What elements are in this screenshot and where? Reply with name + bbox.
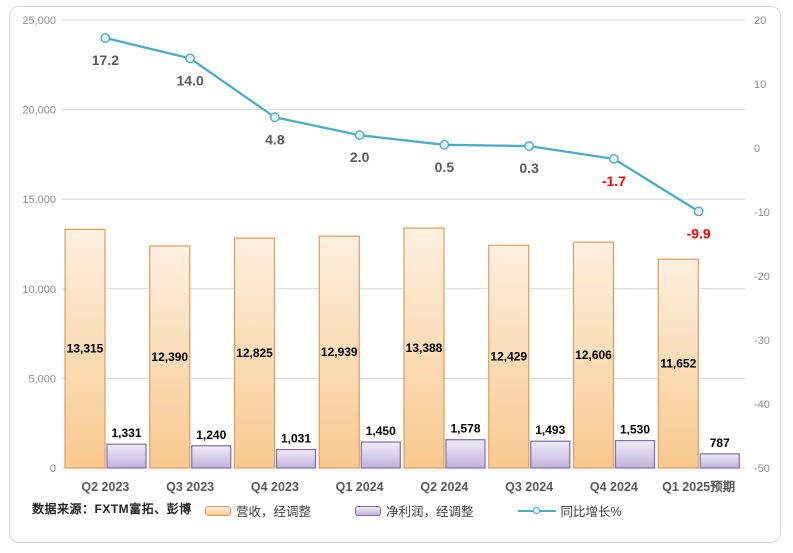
left-axis-tick: 0 bbox=[50, 463, 56, 475]
profit-bar bbox=[699, 453, 740, 469]
legend-item-profit: 净利润，经调整 bbox=[355, 501, 474, 520]
growth-swatch-marker bbox=[532, 507, 540, 514]
revenue-bar bbox=[572, 241, 615, 469]
revenue-bar bbox=[233, 237, 276, 469]
profit-bar-label: 1,493 bbox=[535, 423, 565, 437]
legend-label-growth: 同比增长% bbox=[560, 505, 622, 519]
data-source-note: 数据来源：FXTM富拓、彭博 bbox=[32, 502, 192, 516]
growth-line-marker bbox=[524, 141, 535, 151]
right-axis-tick: -10 bbox=[754, 207, 770, 219]
x-axis-label: Q4 2023 bbox=[251, 480, 299, 494]
x-axis-label: Q2 2023 bbox=[81, 480, 129, 494]
chart-legend: 营收，经调整 净利润，经调整 同比增长% bbox=[205, 501, 622, 520]
growth-line-marker bbox=[439, 139, 450, 150]
revenue-bar bbox=[488, 244, 530, 469]
right-axis-tick: -30 bbox=[754, 335, 770, 347]
legend-label-profit: 净利润，经调整 bbox=[386, 505, 474, 519]
revenue-bar-label: 13,388 bbox=[406, 341, 443, 355]
growth-line-swatch-icon bbox=[517, 506, 556, 516]
x-axis-label: Q3 2024 bbox=[505, 480, 553, 494]
growth-line-marker bbox=[100, 33, 111, 43]
revenue-bar bbox=[657, 258, 699, 469]
profit-bar-label: 1,450 bbox=[366, 424, 396, 438]
profit-bar-label: 787 bbox=[710, 436, 730, 450]
revenue-bar-label: 12,429 bbox=[490, 350, 527, 364]
revenue-bar-label: 13,315 bbox=[67, 342, 104, 356]
x-axis-label: Q3 2023 bbox=[166, 480, 214, 494]
growth-line-label: 2.0 bbox=[350, 149, 370, 165]
revenue-bar bbox=[64, 228, 106, 469]
growth-line-marker bbox=[608, 153, 619, 164]
growth-line-label: 4.8 bbox=[265, 131, 285, 147]
revenue-bar-label: 12,606 bbox=[575, 348, 612, 362]
growth-line-label: 0.5 bbox=[435, 159, 455, 175]
revenue-bar-label: 12,390 bbox=[151, 350, 188, 364]
left-axis-tick: 10,000 bbox=[22, 284, 56, 296]
left-axis-tick: 5,000 bbox=[28, 373, 56, 385]
right-axis-tick: 10 bbox=[754, 79, 766, 91]
growth-line-marker bbox=[354, 130, 365, 141]
revenue-bar bbox=[149, 245, 191, 469]
legend-label-revenue: 营收，经调整 bbox=[236, 505, 312, 519]
profit-bar bbox=[614, 439, 656, 469]
left-axis-tick: 20,000 bbox=[22, 105, 56, 117]
x-axis-label: Q2 2024 bbox=[420, 480, 468, 494]
growth-line-label: -1.7 bbox=[602, 173, 626, 189]
right-axis-tick: 20 bbox=[754, 15, 766, 27]
legend-item-growth: 同比增长% bbox=[517, 501, 622, 520]
revenue-bar bbox=[318, 235, 360, 469]
growth-line-marker bbox=[185, 53, 196, 64]
profit-bar-label: 1,578 bbox=[450, 422, 480, 436]
right-axis-tick: -20 bbox=[754, 271, 770, 283]
growth-line bbox=[104, 36, 700, 213]
growth-line-marker bbox=[269, 112, 280, 123]
right-axis-tick: -40 bbox=[754, 399, 770, 411]
growth-line-label: 17.2 bbox=[92, 52, 119, 68]
revenue-bar-label: 12,825 bbox=[236, 346, 273, 360]
profit-bar bbox=[275, 448, 317, 469]
right-axis-tick: 0 bbox=[754, 143, 760, 155]
x-axis-label: Q1 2025预期 bbox=[662, 479, 735, 494]
plot-area: 25,000 20,000 15,000 10,000 5,000 0 20 10 0 -10 -2… bbox=[22, 15, 770, 494]
profit-bar bbox=[191, 445, 232, 469]
x-axis-label: Q1 2024 bbox=[336, 480, 384, 494]
growth-line-label: 0.3 bbox=[519, 160, 539, 176]
profit-bar-label: 1,240 bbox=[196, 428, 226, 442]
profit-swatch-icon bbox=[355, 505, 382, 516]
x-axis-label: Q4 2024 bbox=[590, 480, 638, 494]
profit-bar bbox=[106, 443, 147, 469]
revenue-bar-label: 11,652 bbox=[660, 357, 696, 371]
revenue-bar-label: 12,939 bbox=[321, 345, 358, 359]
right-axis-tick: -50 bbox=[754, 463, 770, 475]
profit-bar bbox=[445, 439, 486, 469]
left-axis-tick: 15,000 bbox=[22, 194, 56, 206]
left-axis-tick: 25,000 bbox=[22, 15, 56, 27]
growth-line-marker bbox=[693, 206, 704, 217]
legend-item-revenue: 营收，经调整 bbox=[205, 501, 311, 520]
revenue-swatch-icon bbox=[205, 505, 231, 516]
profit-bar bbox=[530, 440, 571, 469]
profit-bar-label: 1,530 bbox=[620, 423, 650, 437]
profit-bar bbox=[360, 441, 401, 469]
revenue-bar bbox=[403, 227, 445, 469]
profit-bar-label: 1,331 bbox=[111, 426, 141, 440]
growth-line-label: 14.0 bbox=[177, 72, 204, 88]
profit-bar-label: 1,031 bbox=[281, 432, 311, 446]
growth-line-label: -9.9 bbox=[687, 225, 711, 241]
